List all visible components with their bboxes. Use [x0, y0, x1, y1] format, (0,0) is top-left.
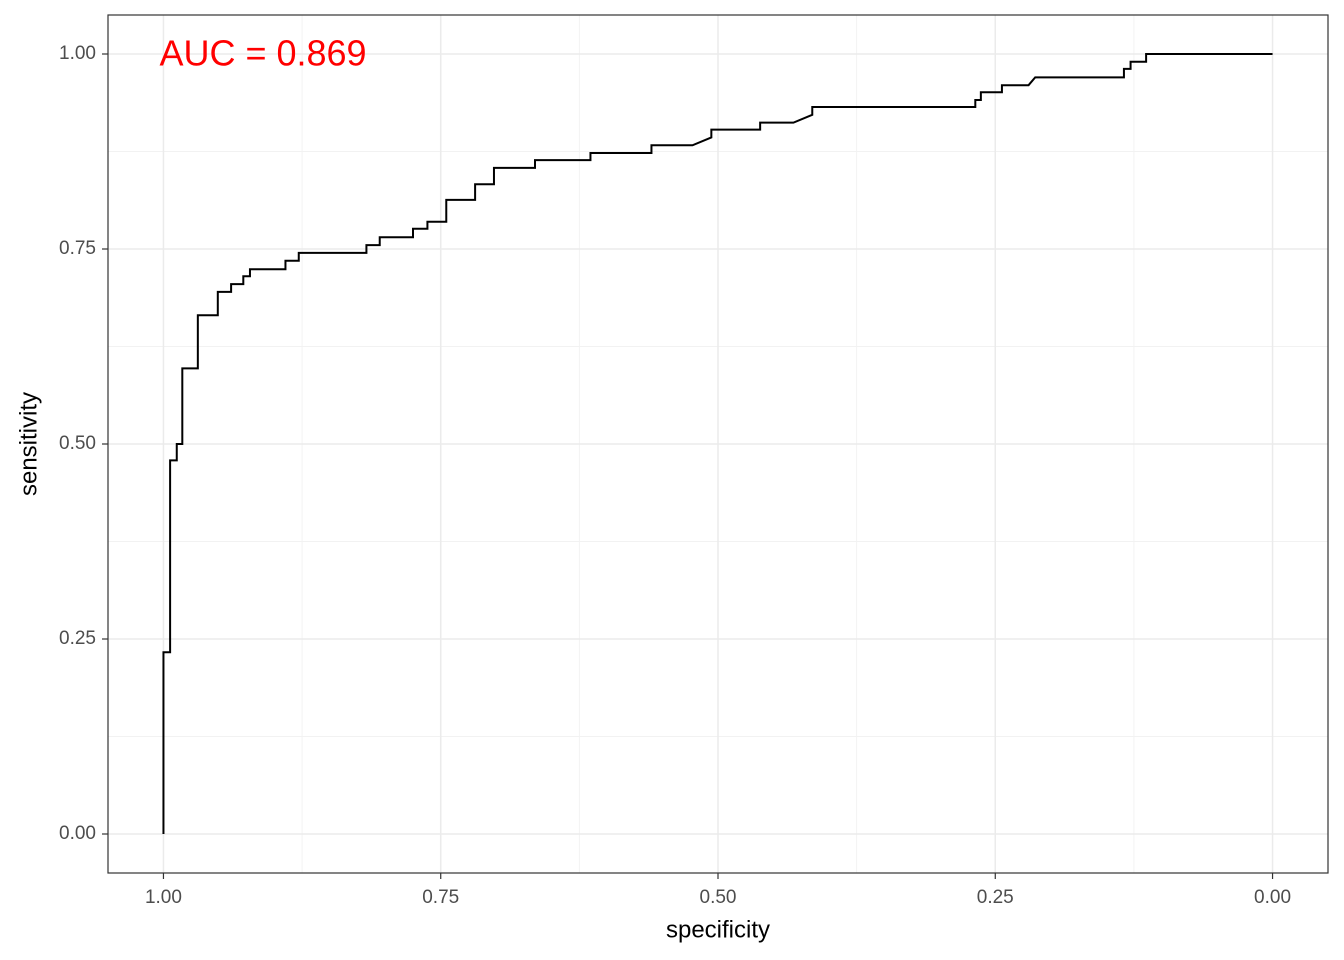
panel-border	[107, 14, 1329, 874]
y-tick-label: 0.50	[59, 433, 96, 454]
x-tick-label: 0.50	[700, 887, 737, 908]
x-tick-label: 0.75	[422, 887, 459, 908]
x-tick-label: 1.00	[145, 887, 182, 908]
x-tick-label: 0.25	[977, 887, 1014, 908]
x-axis-title: specificity	[666, 916, 770, 943]
annotation: AUC = 0.869	[159, 33, 366, 74]
x-tick-label: 0.00	[1254, 887, 1291, 908]
y-tick-label: 0.75	[59, 238, 96, 259]
roc-line	[162, 53, 1273, 834]
y-tick-label: 1.00	[59, 43, 96, 64]
y-tick-label: 0.25	[59, 628, 96, 649]
y-tick-label: 0.00	[59, 823, 96, 844]
y-axis-title: sensitivity	[15, 392, 42, 496]
